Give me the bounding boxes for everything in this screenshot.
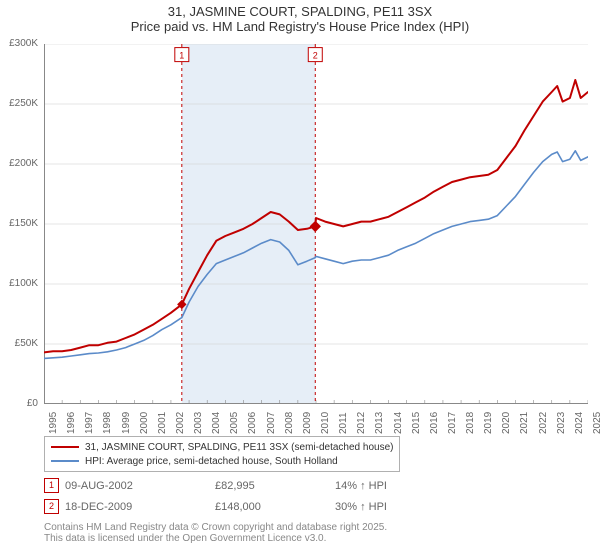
- y-tick-label: £200K: [9, 158, 38, 169]
- legend-item: HPI: Average price, semi-detached house,…: [51, 454, 393, 468]
- tx-date: 18-DEC-2009: [65, 501, 215, 513]
- x-tick-label: 2023: [556, 412, 567, 434]
- tx-vs-hpi: 30% ↑ HPI: [335, 501, 387, 513]
- x-tick-label: 2009: [302, 412, 313, 434]
- transaction-row: 1 09-AUG-2002£82,99514% ↑ HPI: [44, 478, 584, 493]
- legend-item: 31, JASMINE COURT, SPALDING, PE11 3SX (s…: [51, 440, 393, 454]
- x-tick-label: 2005: [229, 412, 240, 434]
- x-tick-label: 2006: [247, 412, 258, 434]
- x-tick-label: 2012: [356, 412, 367, 434]
- x-tick-label: 2001: [157, 412, 168, 434]
- x-tick-label: 2017: [447, 412, 458, 434]
- x-tick-label: 2004: [211, 412, 222, 434]
- tx-marker: 1: [44, 478, 59, 493]
- x-tick-label: 1999: [121, 412, 132, 434]
- svg-text:1: 1: [179, 51, 184, 61]
- title-line2: Price paid vs. HM Land Registry's House …: [0, 19, 600, 34]
- x-tick-label: 2003: [193, 412, 204, 434]
- legend-swatch: [51, 460, 79, 462]
- x-tick-label: 2022: [538, 412, 549, 434]
- y-tick-label: £0: [27, 398, 38, 409]
- legend-label: HPI: Average price, semi-detached house,…: [85, 456, 338, 467]
- legend-footer: 31, JASMINE COURT, SPALDING, PE11 3SX (s…: [44, 436, 584, 544]
- x-tick-label: 2007: [266, 412, 277, 434]
- x-tick-label: 2008: [284, 412, 295, 434]
- x-tick-label: 2019: [483, 412, 494, 434]
- tx-price: £148,000: [215, 501, 335, 513]
- x-tick-label: 2016: [429, 412, 440, 434]
- svg-text:2: 2: [313, 51, 318, 61]
- chart-area: 12: [44, 44, 588, 404]
- x-tick-label: 2018: [465, 412, 476, 434]
- legend-box: 31, JASMINE COURT, SPALDING, PE11 3SX (s…: [44, 436, 400, 472]
- x-tick-label: 2024: [574, 412, 585, 434]
- y-tick-label: £100K: [9, 278, 38, 289]
- x-axis-ticks: 1995 1996 1997 1998 1999 2000 2001 2002 2003 2004…: [44, 406, 588, 436]
- y-axis-ticks: £0£50K£100K£150K£200K£250K£300K: [0, 44, 42, 404]
- x-tick-label: 2000: [139, 412, 150, 434]
- y-tick-label: £250K: [9, 98, 38, 109]
- tx-date: 09-AUG-2002: [65, 480, 215, 492]
- x-tick-label: 2025: [592, 412, 600, 434]
- legend-swatch: [51, 446, 79, 448]
- transaction-row: 2 18-DEC-2009£148,00030% ↑ HPI: [44, 499, 584, 514]
- x-tick-label: 2021: [519, 412, 530, 434]
- x-tick-label: 2010: [320, 412, 331, 434]
- x-tick-label: 2013: [374, 412, 385, 434]
- tx-price: £82,995: [215, 480, 335, 492]
- attribution-line2: This data is licensed under the Open Gov…: [44, 533, 584, 544]
- attribution-line1: Contains HM Land Registry data © Crown c…: [44, 522, 584, 533]
- title-line1: 31, JASMINE COURT, SPALDING, PE11 3SX: [0, 4, 600, 19]
- x-tick-label: 2002: [175, 412, 186, 434]
- legend-label: 31, JASMINE COURT, SPALDING, PE11 3SX (s…: [85, 442, 393, 453]
- y-tick-label: £300K: [9, 38, 38, 49]
- x-tick-label: 1995: [48, 412, 59, 434]
- x-tick-label: 1998: [102, 412, 113, 434]
- tx-marker: 2: [44, 499, 59, 514]
- line-chart: 12: [44, 44, 588, 404]
- x-tick-label: 2015: [411, 412, 422, 434]
- x-tick-label: 2014: [393, 412, 404, 434]
- y-tick-label: £50K: [15, 338, 38, 349]
- x-tick-label: 2020: [501, 412, 512, 434]
- y-tick-label: £150K: [9, 218, 38, 229]
- x-tick-label: 2011: [338, 412, 349, 434]
- tx-vs-hpi: 14% ↑ HPI: [335, 480, 387, 492]
- x-tick-label: 1996: [66, 412, 77, 434]
- chart-title: 31, JASMINE COURT, SPALDING, PE11 3SX Pr…: [0, 0, 600, 34]
- x-tick-label: 1997: [84, 412, 95, 434]
- transactions-list: 1 09-AUG-2002£82,99514% ↑ HPI 2 18-DEC-2009…: [44, 478, 584, 514]
